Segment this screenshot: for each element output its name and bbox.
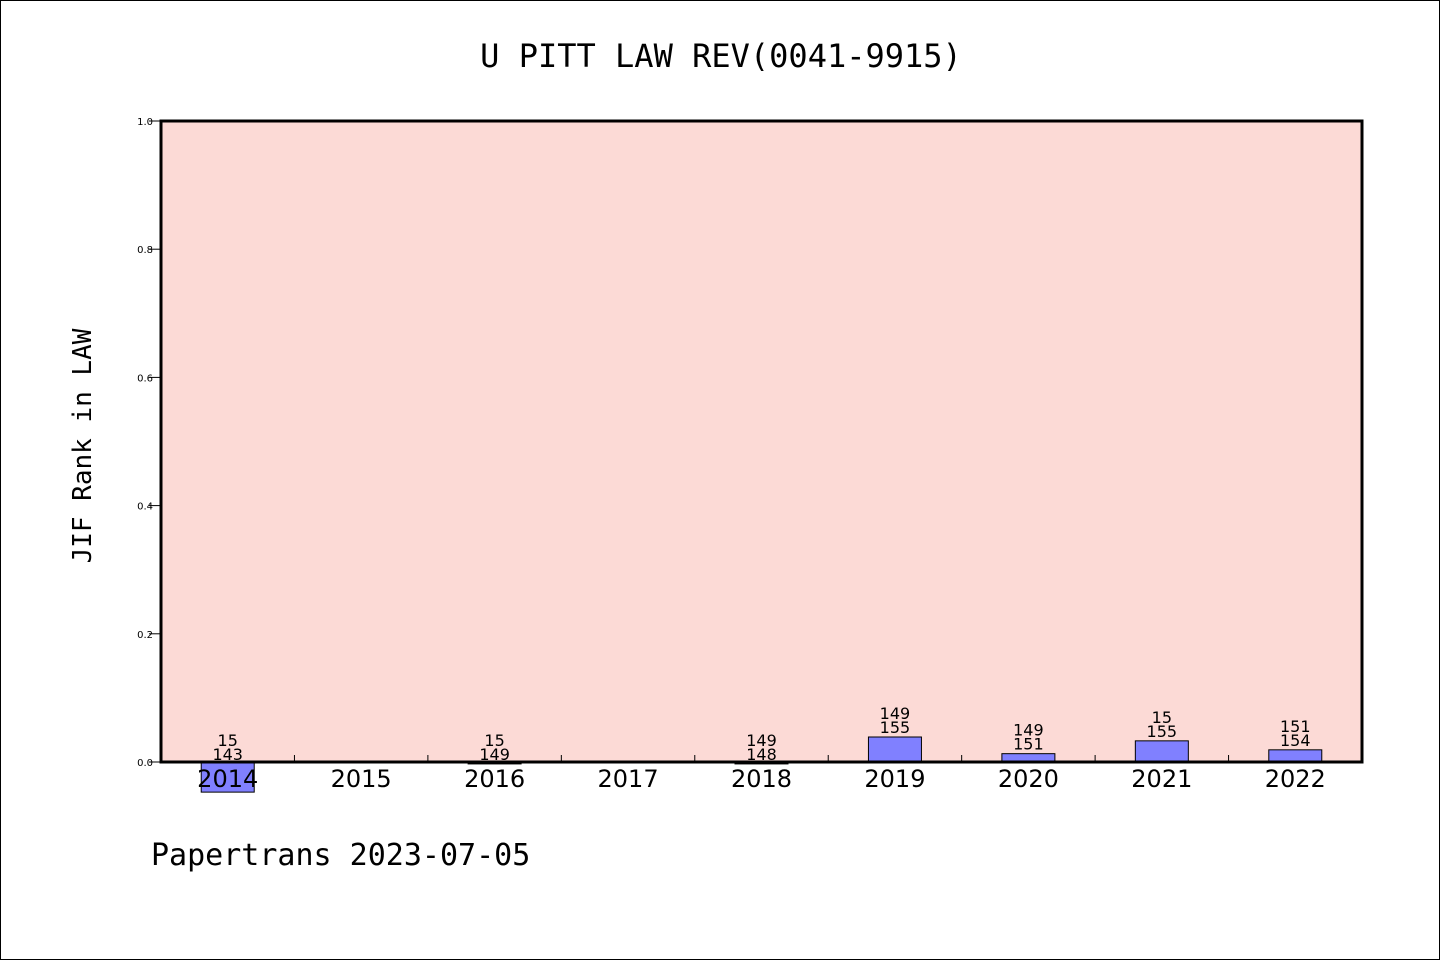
bar-label-top: 149 xyxy=(746,731,777,750)
bar-label-bottom: 151 xyxy=(1013,735,1044,754)
y-tick-label: 0.2 xyxy=(137,630,153,641)
bar-label-bottom: 155 xyxy=(1147,722,1178,741)
bar-2022 xyxy=(1268,749,1323,763)
bar-label-bottom: 149 xyxy=(479,745,510,764)
plot-border xyxy=(159,119,1364,764)
x-tick-label: 2017 xyxy=(598,765,659,793)
x-tick-label: 2016 xyxy=(464,765,525,793)
y-axis-label: JIF Rank in LAW xyxy=(68,328,98,563)
x-tick-label: 2022 xyxy=(1265,765,1326,793)
x-tick-label: 2015 xyxy=(331,765,392,793)
bar-2021 xyxy=(1134,740,1189,763)
y-tick-label: 0.8 xyxy=(137,245,153,256)
chart-title: U PITT LAW REV(0041-9915) xyxy=(480,37,962,75)
bar-label-top: 15 xyxy=(1152,708,1172,727)
x-tick-label: 2021 xyxy=(1131,765,1192,793)
plot-area xyxy=(161,121,1362,762)
y-tick-label: 0.6 xyxy=(137,373,153,384)
footer-credit: Papertrans 2023-07-05 xyxy=(151,838,530,873)
y-tick-label: 0.4 xyxy=(137,502,153,513)
bar-2014 xyxy=(200,761,255,793)
x-tick-label: 2019 xyxy=(864,765,925,793)
x-tick-label: 2020 xyxy=(998,765,1059,793)
bar-label-top: 15 xyxy=(484,731,504,750)
xticks-layer: 2014 2015 2016 2017 2018 2019 2020 2021 2022 xyxy=(197,765,1326,793)
bar-2019 xyxy=(867,736,922,763)
bar-label-bottom: 155 xyxy=(880,718,911,737)
bar-label-bottom: 143 xyxy=(212,745,243,764)
bar-label-top: 15 xyxy=(218,731,238,750)
y-tick-label: 0.0 xyxy=(137,758,153,769)
bar-label-top: 149 xyxy=(1013,721,1044,740)
bar-label-top: 151 xyxy=(1280,717,1311,736)
y-tick-label: 1.0 xyxy=(137,117,153,128)
x-tick-label: 2018 xyxy=(731,765,792,793)
bar-label-bottom: 148 xyxy=(746,745,777,764)
bar-label-bottom: 154 xyxy=(1280,731,1311,750)
bar-label-top: 149 xyxy=(880,704,911,723)
x-tick-label: 2014 xyxy=(197,765,258,793)
